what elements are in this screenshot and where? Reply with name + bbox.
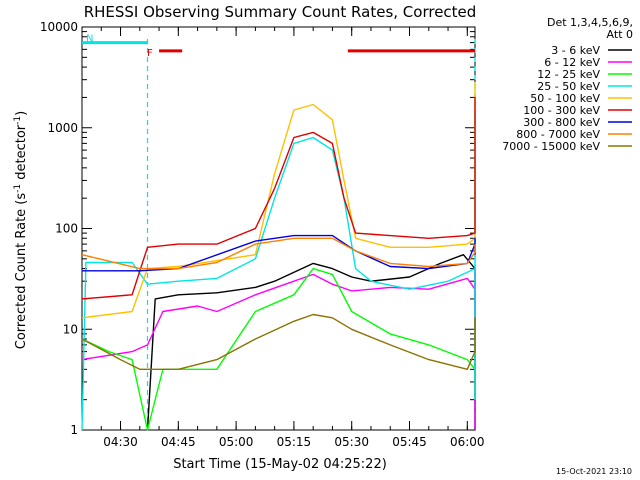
legend-label: 7000 - 15000 keV [502, 140, 600, 153]
x-axis-label: Start Time (15-May-02 04:25:22) [173, 457, 387, 472]
legend-label: 800 - 7000 keV [516, 128, 600, 141]
y-tick-label: 10 [63, 322, 78, 336]
series-line [81, 237, 476, 270]
legend-label: 12 - 25 keV [537, 68, 600, 81]
attenuator-lines [146, 39, 476, 430]
x-axis: 04:30 04:45 05:00 05:15 05:30 05:45 06:00 [100, 27, 485, 449]
legend-label: 3 - 6 keV [551, 44, 600, 57]
y-tick-label: 1 [70, 423, 78, 437]
series-line [81, 96, 476, 300]
flag-label: F [147, 48, 153, 59]
series-line [81, 267, 476, 430]
x-tick-label: 05:45 [392, 435, 427, 449]
y-tick-label: 10000 [40, 20, 78, 34]
plot-area: 1 10 100 1000 10000 04:30 04:45 05:00 05:15 05:3… [40, 20, 485, 449]
x-tick-label: 05:15 [277, 435, 312, 449]
series-line [81, 313, 476, 370]
flag-bars: NF [82, 34, 475, 59]
x-tick-label: 05:00 [219, 435, 254, 449]
y-axis-label-mid: detector [14, 124, 29, 184]
flag-label: N [86, 34, 93, 45]
series-line [81, 81, 476, 319]
legend-label: 6 - 12 keV [544, 56, 600, 69]
y-axis: 1 10 100 1000 10000 [40, 20, 475, 437]
footer-date: 15-Oct-2021 23:10 [556, 467, 632, 476]
x-tick-label: 04:45 [161, 435, 196, 449]
y-tick-label: 100 [55, 222, 78, 236]
legend-header-1: Det 1,3,4,5,6,9, [547, 16, 633, 29]
y-axis-label-end: ) [14, 111, 29, 116]
legend-label: 100 - 300 keV [523, 104, 600, 117]
legend-label: 300 - 800 keV [523, 116, 600, 129]
y-axis-label-sup1: -1 [13, 184, 23, 193]
y-tick-label: 1000 [47, 121, 78, 135]
legend-label: 50 - 100 keV [530, 92, 600, 105]
x-tick-label: 06:00 [450, 435, 485, 449]
chart-title: RHESSI Observing Summary Count Rates, Co… [84, 3, 477, 21]
y-axis-label: Corrected Count Rate (s-1 detector-1) [13, 111, 29, 349]
series-line [146, 253, 476, 431]
series-line [82, 234, 476, 272]
x-tick-label: 04:30 [103, 435, 138, 449]
y-axis-label-sup2: -1 [13, 116, 23, 125]
legend-header-2: Att 0 [607, 28, 633, 41]
y-axis-label-main: Corrected Count Rate (s [14, 193, 29, 350]
series-line [81, 267, 476, 431]
legend-label: 25 - 50 keV [537, 80, 600, 93]
x-tick-label: 05:30 [334, 435, 369, 449]
series-lines [81, 81, 476, 431]
